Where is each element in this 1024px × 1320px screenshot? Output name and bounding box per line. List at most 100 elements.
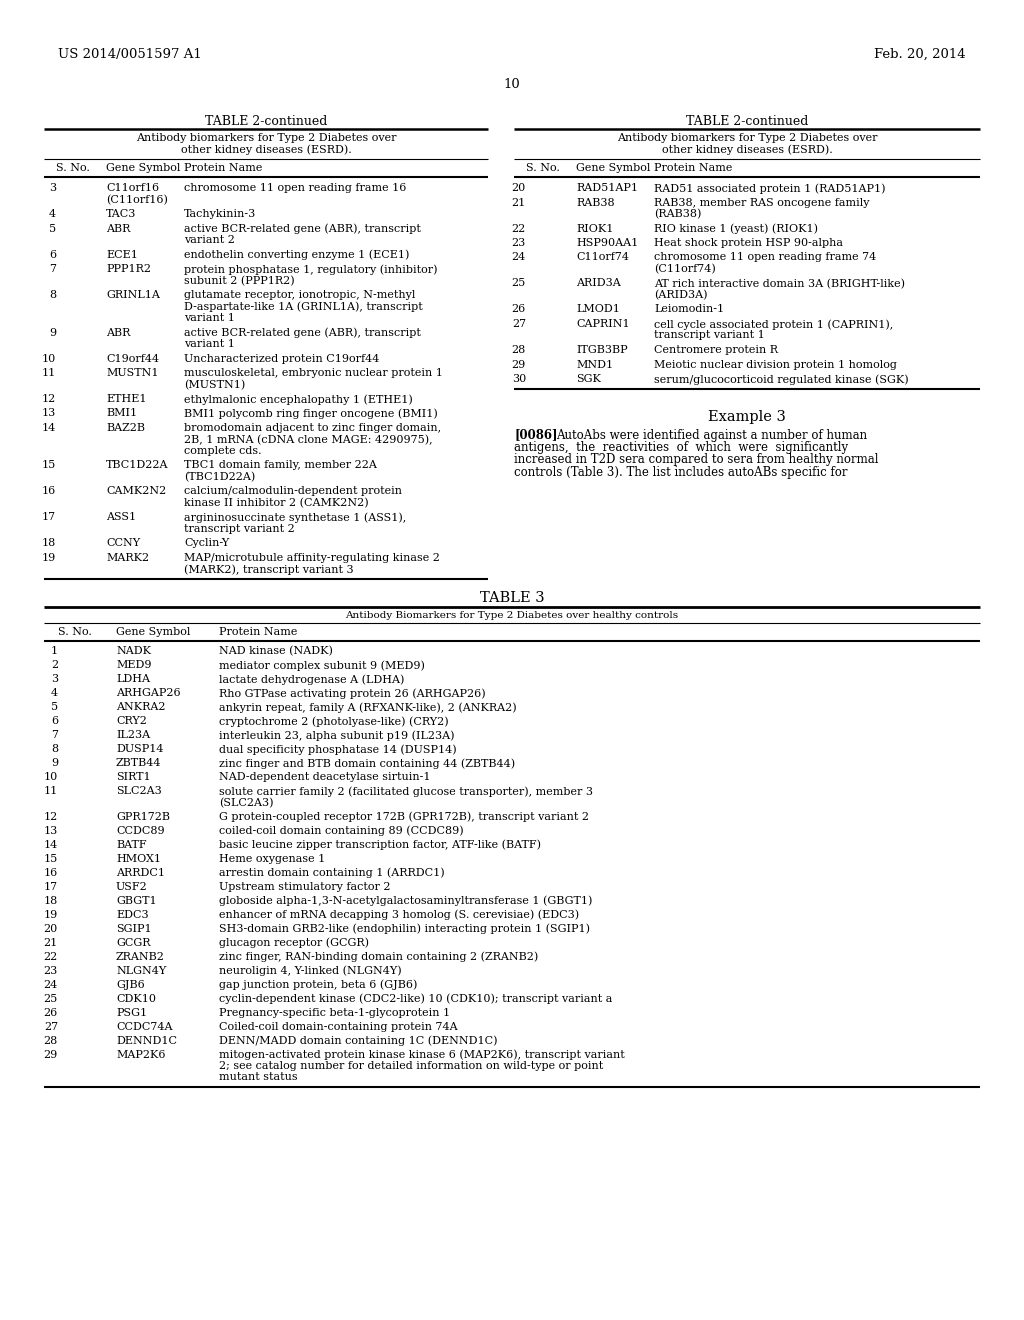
Text: 3: 3 xyxy=(49,183,56,193)
Text: 29: 29 xyxy=(512,359,526,370)
Text: 23: 23 xyxy=(44,965,58,975)
Text: Heme oxygenase 1: Heme oxygenase 1 xyxy=(219,854,326,863)
Text: Protein Name: Protein Name xyxy=(219,627,297,638)
Text: Tachykinin-3: Tachykinin-3 xyxy=(184,209,256,219)
Text: 4: 4 xyxy=(51,688,58,698)
Text: DUSP14: DUSP14 xyxy=(116,744,164,754)
Text: neuroligin 4, Y-linked (NLGN4Y): neuroligin 4, Y-linked (NLGN4Y) xyxy=(219,965,401,975)
Text: 13: 13 xyxy=(44,825,58,836)
Text: mediator complex subunit 9 (MED9): mediator complex subunit 9 (MED9) xyxy=(219,660,425,671)
Text: controls (Table 3). The list includes autoABs specific for: controls (Table 3). The list includes au… xyxy=(514,466,848,479)
Text: 9: 9 xyxy=(49,327,56,338)
Text: MARK2: MARK2 xyxy=(106,553,150,564)
Text: EDC3: EDC3 xyxy=(116,909,148,920)
Text: SGIP1: SGIP1 xyxy=(116,924,152,933)
Text: 22: 22 xyxy=(512,223,526,234)
Text: 5: 5 xyxy=(49,223,56,234)
Text: 10: 10 xyxy=(44,772,58,781)
Text: 8: 8 xyxy=(51,744,58,754)
Text: BAZ2B: BAZ2B xyxy=(106,422,145,433)
Text: 14: 14 xyxy=(44,840,58,850)
Text: USF2: USF2 xyxy=(116,882,147,891)
Text: 8: 8 xyxy=(49,290,56,300)
Text: 26: 26 xyxy=(44,1007,58,1018)
Text: 28: 28 xyxy=(512,345,526,355)
Text: TAC3: TAC3 xyxy=(106,209,136,219)
Text: 18: 18 xyxy=(42,539,56,549)
Text: CAMK2N2: CAMK2N2 xyxy=(106,487,166,496)
Text: ASS1: ASS1 xyxy=(106,512,136,523)
Text: arrestin domain containing 1 (ARRDC1): arrestin domain containing 1 (ARRDC1) xyxy=(219,867,444,878)
Text: CCDC74A: CCDC74A xyxy=(116,1022,172,1031)
Text: CCDC89: CCDC89 xyxy=(116,825,165,836)
Text: cryptochrome 2 (photolyase-like) (CRY2): cryptochrome 2 (photolyase-like) (CRY2) xyxy=(219,715,449,726)
Text: LMOD1: LMOD1 xyxy=(575,305,620,314)
Text: SGK: SGK xyxy=(575,374,601,384)
Text: C11orf74: C11orf74 xyxy=(575,252,629,263)
Text: 9: 9 xyxy=(51,758,58,768)
Text: endothelin converting enzyme 1 (ECE1): endothelin converting enzyme 1 (ECE1) xyxy=(184,249,410,260)
Text: Feb. 20, 2014: Feb. 20, 2014 xyxy=(874,48,966,61)
Text: TABLE 2-continued: TABLE 2-continued xyxy=(205,115,328,128)
Text: 22: 22 xyxy=(44,952,58,961)
Text: ITGB3BP: ITGB3BP xyxy=(575,345,628,355)
Text: 27: 27 xyxy=(44,1022,58,1031)
Text: chromosome 11 open reading frame 16: chromosome 11 open reading frame 16 xyxy=(184,183,407,193)
Text: interleukin 23, alpha subunit p19 (IL23A): interleukin 23, alpha subunit p19 (IL23A… xyxy=(219,730,455,741)
Text: RAD51 associated protein 1 (RAD51AP1): RAD51 associated protein 1 (RAD51AP1) xyxy=(654,183,886,194)
Text: solute carrier family 2 (facilitated glucose transporter), member 3: solute carrier family 2 (facilitated glu… xyxy=(219,785,593,796)
Text: AT rich interactive domain 3A (BRIGHT-like): AT rich interactive domain 3A (BRIGHT-li… xyxy=(654,279,905,289)
Text: 7: 7 xyxy=(51,730,58,741)
Text: 2; see catalog number for detailed information on wild-type or point: 2; see catalog number for detailed infor… xyxy=(219,1061,603,1071)
Text: ethylmalonic encephalopathy 1 (ETHE1): ethylmalonic encephalopathy 1 (ETHE1) xyxy=(184,393,413,404)
Text: 20: 20 xyxy=(44,924,58,933)
Text: 2: 2 xyxy=(51,660,58,671)
Text: SLC2A3: SLC2A3 xyxy=(116,785,162,796)
Text: SH3-domain GRB2-like (endophilin) interacting protein 1 (SGIP1): SH3-domain GRB2-like (endophilin) intera… xyxy=(219,924,590,935)
Text: 14: 14 xyxy=(42,422,56,433)
Text: IL23A: IL23A xyxy=(116,730,151,741)
Text: RAB38: RAB38 xyxy=(575,198,614,207)
Text: Uncharacterized protein C19orf44: Uncharacterized protein C19orf44 xyxy=(184,354,379,363)
Text: 25: 25 xyxy=(44,994,58,1003)
Text: variant 1: variant 1 xyxy=(184,313,234,323)
Text: ABR: ABR xyxy=(106,327,130,338)
Text: PSG1: PSG1 xyxy=(116,1007,147,1018)
Text: bromodomain adjacent to zinc finger domain,: bromodomain adjacent to zinc finger doma… xyxy=(184,422,441,433)
Text: ARRDC1: ARRDC1 xyxy=(116,867,165,878)
Text: 24: 24 xyxy=(44,979,58,990)
Text: Meiotic nuclear division protein 1 homolog: Meiotic nuclear division protein 1 homol… xyxy=(654,359,897,370)
Text: ARID3A: ARID3A xyxy=(575,279,621,289)
Text: D-aspartate-like 1A (GRINL1A), transcript: D-aspartate-like 1A (GRINL1A), transcrip… xyxy=(184,301,423,312)
Text: increased in T2D sera compared to sera from healthy normal: increased in T2D sera compared to sera f… xyxy=(514,454,879,466)
Text: RAD51AP1: RAD51AP1 xyxy=(575,183,638,193)
Text: (RAB38): (RAB38) xyxy=(654,209,701,219)
Text: 27: 27 xyxy=(512,319,526,329)
Text: (TBC1D22A): (TBC1D22A) xyxy=(184,473,255,482)
Text: MED9: MED9 xyxy=(116,660,152,671)
Text: 13: 13 xyxy=(42,408,56,418)
Text: PPP1R2: PPP1R2 xyxy=(106,264,151,275)
Text: transcript variant 1: transcript variant 1 xyxy=(654,330,765,341)
Text: 12: 12 xyxy=(42,393,56,404)
Text: Centromere protein R: Centromere protein R xyxy=(654,345,778,355)
Text: 30: 30 xyxy=(512,374,526,384)
Text: complete cds.: complete cds. xyxy=(184,446,261,455)
Text: LDHA: LDHA xyxy=(116,675,150,684)
Text: argininosuccinate synthetase 1 (ASS1),: argininosuccinate synthetase 1 (ASS1), xyxy=(184,512,407,523)
Text: ZBTB44: ZBTB44 xyxy=(116,758,162,768)
Text: Gene Symbol: Gene Symbol xyxy=(575,162,650,173)
Text: 21: 21 xyxy=(44,937,58,948)
Text: (MARK2), transcript variant 3: (MARK2), transcript variant 3 xyxy=(184,565,353,576)
Text: cell cycle associated protein 1 (CAPRIN1),: cell cycle associated protein 1 (CAPRIN1… xyxy=(654,319,893,330)
Text: 7: 7 xyxy=(49,264,56,275)
Text: MAP/microtubule affinity-regulating kinase 2: MAP/microtubule affinity-regulating kina… xyxy=(184,553,440,564)
Text: GPR172B: GPR172B xyxy=(116,812,170,821)
Text: gap junction protein, beta 6 (GJB6): gap junction protein, beta 6 (GJB6) xyxy=(219,979,418,990)
Text: CDK10: CDK10 xyxy=(116,994,156,1003)
Text: Heat shock protein HSP 90-alpha: Heat shock protein HSP 90-alpha xyxy=(654,238,843,248)
Text: 4: 4 xyxy=(49,209,56,219)
Text: mitogen-activated protein kinase kinase 6 (MAP2K6), transcript variant: mitogen-activated protein kinase kinase … xyxy=(219,1049,625,1060)
Text: US 2014/0051597 A1: US 2014/0051597 A1 xyxy=(58,48,202,61)
Text: GRINL1A: GRINL1A xyxy=(106,290,160,300)
